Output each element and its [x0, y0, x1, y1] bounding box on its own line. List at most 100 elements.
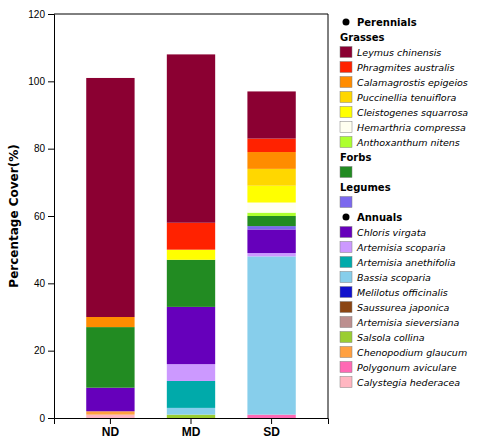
legend-item: Melilotus officinalis	[340, 287, 448, 298]
legend-item: Phragmites australis	[340, 62, 454, 73]
bar-segment	[167, 364, 215, 381]
legend-swatch	[340, 377, 352, 388]
legend-item: Chloris virgata	[340, 227, 426, 238]
legend-item: Leymus chinensis	[340, 47, 441, 58]
bar-segment	[247, 169, 295, 186]
legend-item: Grasses	[340, 32, 385, 43]
legend-label: Artemisia scoparia	[356, 242, 446, 253]
y-tick-label: 80	[34, 143, 46, 154]
x-tick: ND	[102, 418, 120, 439]
bar-segment	[86, 327, 134, 388]
legend-header: Forbs	[340, 152, 371, 163]
bar-series	[247, 203, 295, 213]
bar-segment	[167, 54, 215, 222]
y-tick-mark	[48, 351, 54, 352]
legend-label: Calystegia hederacea	[357, 377, 460, 388]
bar-segment	[167, 408, 215, 415]
plot-frame	[54, 14, 328, 15]
bar-segment	[247, 216, 295, 226]
bar-segment	[86, 317, 134, 327]
bar-segment	[167, 307, 215, 364]
bar-segment	[167, 223, 215, 250]
bar-segment	[247, 139, 295, 152]
legend-label: Bassia scoparia	[357, 272, 431, 283]
y-tick: 80	[34, 143, 54, 154]
legend-swatch	[340, 332, 352, 343]
x-tick-label: SD	[263, 425, 280, 439]
x-tick-mark	[191, 418, 192, 424]
legend-item: Forbs	[340, 152, 371, 163]
legend-item: Saussurea japonica	[340, 302, 450, 313]
legend-item: Puccinellia tenuiflora	[340, 92, 457, 103]
y-axis-title: Percentage Cover(%)	[7, 144, 21, 287]
bar-series	[247, 226, 295, 229]
bar-segment	[86, 415, 134, 418]
legend-item	[340, 197, 352, 208]
y-tick-label: 120	[28, 9, 45, 20]
y-tick-label: 60	[34, 211, 46, 222]
legend-item: Artemisia sieversiana	[340, 317, 460, 328]
legend-item: Artemisia anethifolia	[340, 257, 456, 268]
legend-item: Bassia scoparia	[340, 272, 431, 283]
x-tick-mark	[110, 418, 111, 424]
y-tick-label: 20	[34, 345, 46, 356]
y-tick: 120	[28, 9, 54, 20]
bar-segment	[247, 415, 295, 418]
legend-header: Perennials	[357, 17, 417, 28]
legend-item: Legumes	[340, 182, 391, 193]
legend-item: Calamagrostis epigeios	[340, 77, 468, 88]
bar-series	[86, 54, 296, 317]
legend-swatch	[340, 197, 352, 208]
bar-series	[167, 381, 215, 408]
legend-swatch	[340, 242, 352, 253]
legend-item: Artemisia scoparia	[340, 242, 446, 253]
legend-header: Grasses	[340, 32, 385, 43]
y-tick: 60	[34, 211, 54, 222]
legend-label: Phragmites australis	[357, 62, 454, 73]
bar-segment	[247, 229, 295, 253]
legend-label: Chloris virgata	[357, 227, 426, 238]
legend-label: Calamagrostis epigeios	[357, 77, 468, 88]
bar-segment	[247, 226, 295, 229]
legend-item: Salsola collina	[340, 332, 425, 343]
legend-header: Legumes	[340, 182, 391, 193]
bar-series	[86, 415, 134, 418]
y-tick-label: 100	[28, 76, 45, 87]
bar-series	[167, 256, 296, 414]
bar-segment	[167, 381, 215, 408]
bar-segment	[247, 91, 295, 138]
legend-label: Polygonum aviculare	[357, 362, 457, 373]
legend-swatch	[340, 62, 352, 73]
x-tick-label: ND	[102, 425, 120, 439]
x-tick-label: MD	[182, 425, 201, 439]
legend-swatch	[340, 227, 352, 238]
legend-swatch	[340, 302, 352, 313]
bar-segment	[247, 186, 295, 203]
bars	[86, 54, 296, 418]
legend-label: Hemarthria compressa	[357, 122, 466, 133]
legend-label: Cleistogenes squarrosa	[357, 107, 468, 118]
bar-segment	[247, 256, 295, 414]
bar-series	[247, 169, 295, 186]
legend-swatch	[340, 137, 352, 148]
legend-swatch	[340, 167, 352, 178]
bar-segment	[86, 388, 134, 412]
bar-segment	[167, 260, 215, 307]
legend-label: Anthoxanthum nitens	[356, 137, 460, 148]
legend-item: Perennials	[343, 17, 417, 28]
legend-swatch	[340, 347, 352, 358]
y-tick: 40	[34, 278, 54, 289]
y-tick-mark	[48, 81, 54, 82]
y-tick: 20	[34, 345, 54, 356]
legend-dot	[343, 19, 350, 26]
plot: 020406080100120NDMDSD	[28, 9, 328, 439]
legend-swatch	[340, 122, 352, 133]
bar-segment	[167, 250, 215, 260]
legend-swatch	[340, 107, 352, 118]
legend-swatch	[340, 362, 352, 373]
y-axis: 020406080100120	[28, 9, 54, 424]
bar-segment	[86, 78, 134, 317]
y-axis-line	[48, 15, 55, 419]
bar-segment	[247, 203, 295, 213]
x-axis: ND MD SD	[55, 418, 329, 439]
